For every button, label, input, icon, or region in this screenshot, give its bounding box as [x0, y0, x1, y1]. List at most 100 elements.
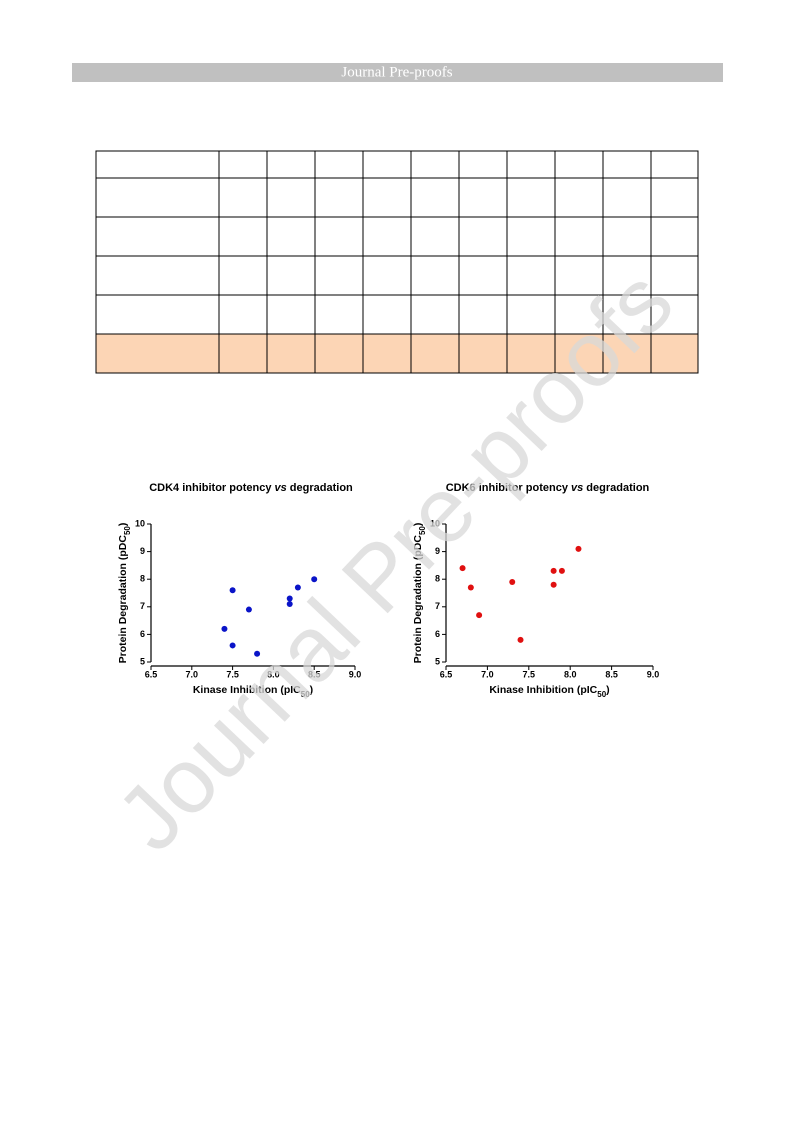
- table-cell: [554, 177, 604, 218]
- data-point: [286, 601, 293, 608]
- chart-title-part: degradation: [287, 482, 353, 494]
- table-cell: [95, 177, 220, 218]
- y-tick-label: 10: [135, 518, 145, 528]
- data-point: [575, 545, 582, 552]
- data-point: [254, 650, 261, 657]
- data-point: [311, 576, 318, 583]
- table-cell: [410, 177, 460, 218]
- table-cell: [602, 150, 652, 179]
- y-tick-label: 7: [435, 601, 440, 611]
- table-cell: [458, 177, 508, 218]
- table-cell: [650, 216, 699, 257]
- data-point: [294, 584, 301, 591]
- table-cell: [650, 333, 699, 374]
- y-tick-label: 8: [140, 574, 145, 584]
- table-cell: [314, 150, 364, 179]
- table-cell: [362, 177, 412, 218]
- table-cell: [266, 216, 316, 257]
- y-tick-label: 9: [140, 546, 145, 556]
- x-axis-label: Kinase Inhibition (pIC50): [489, 684, 609, 699]
- table-highlight-row: [96, 334, 698, 373]
- data-point: [467, 584, 474, 591]
- x-axis-label: Kinase Inhibition (pIC50): [193, 684, 313, 699]
- chart-title: CDK6 inhibitor potency vs degradation: [446, 482, 650, 494]
- chart-title-part: degradation: [583, 482, 649, 494]
- table-cell: [506, 177, 556, 218]
- data-point: [558, 567, 565, 574]
- x-axis-label-part: ): [606, 684, 610, 696]
- data-point: [476, 612, 483, 619]
- y-axis-label-part: 50: [418, 526, 427, 535]
- table-cell: [458, 294, 508, 335]
- y-axis-label-part: ): [412, 523, 424, 527]
- table-cell: [218, 255, 268, 296]
- table-cell: [362, 150, 412, 179]
- table-cell: [362, 294, 412, 335]
- y-axis-label-part: Protein Degradation (pDC: [117, 535, 129, 664]
- table-cell: [362, 255, 412, 296]
- table-cell: [602, 216, 652, 257]
- table-cell: [410, 216, 460, 257]
- table-cell: [266, 150, 316, 179]
- table-cell: [458, 150, 508, 179]
- table-cell: [458, 216, 508, 257]
- data-point: [550, 567, 557, 574]
- table-cell: [266, 177, 316, 218]
- y-tick-label: 10: [430, 518, 440, 528]
- table: [95, 150, 699, 374]
- charts: CDK4 inhibitor potency vs degradation 5 6 7…: [117, 482, 659, 699]
- x-tick-label: 9.0: [349, 669, 362, 679]
- table-cell: [314, 177, 364, 218]
- x-tick-label: 7.5: [523, 669, 536, 679]
- header-title: Journal Pre-proofs: [341, 64, 452, 80]
- x-tick-label: 6.5: [145, 669, 158, 679]
- data-point: [221, 625, 228, 632]
- table-cell: [218, 294, 268, 335]
- y-axis-label: Protein Degradation (pDC50): [117, 523, 132, 664]
- data-point: [509, 578, 516, 585]
- table-cell: [95, 216, 220, 257]
- chart-title-part: vs: [571, 482, 583, 494]
- y-axis-label-part: ): [117, 523, 129, 527]
- table-cell: [506, 216, 556, 257]
- x-axis-label-part: 50: [301, 690, 310, 699]
- scatter-chart: CDK4 inhibitor potency vs degradation 5 6 7…: [117, 482, 361, 699]
- x-tick-label: 8.5: [605, 669, 618, 679]
- y-tick-label: 8: [435, 574, 440, 584]
- y-tick-label: 6: [435, 629, 440, 639]
- x-tick-label: 9.0: [647, 669, 660, 679]
- table-cell: [650, 150, 699, 179]
- table-cell: [266, 294, 316, 335]
- x-axis-label-part: ): [310, 684, 314, 696]
- y-axis-label: Protein Degradation (pDC50): [412, 523, 427, 664]
- table-cell: [266, 255, 316, 296]
- chart-title-part: CDK6 inhibitor potency: [446, 482, 571, 494]
- table-cell: [314, 294, 364, 335]
- table-cell: [218, 177, 268, 218]
- data-point: [459, 565, 466, 572]
- y-tick-label: 6: [140, 629, 145, 639]
- table-cell: [554, 150, 604, 179]
- x-tick-label: 6.5: [440, 669, 453, 679]
- table-cell: [554, 216, 604, 257]
- data-point: [517, 636, 524, 643]
- table-cell: [95, 255, 220, 296]
- chart-title-part: vs: [275, 482, 287, 494]
- table-cell: [458, 255, 508, 296]
- x-tick-label: 7.5: [226, 669, 239, 679]
- table-cell: [218, 150, 268, 179]
- x-tick-label: 8.5: [308, 669, 321, 679]
- data-point: [550, 581, 557, 588]
- table-cell: [650, 177, 699, 218]
- y-tick-label: 9: [435, 546, 440, 556]
- y-axis-label-part: Protein Degradation (pDC: [412, 535, 424, 664]
- table-cell: [218, 216, 268, 257]
- y-tick-label: 7: [140, 601, 145, 611]
- table-cell: [410, 294, 460, 335]
- data-point: [286, 595, 293, 602]
- x-axis-label-part: 50: [597, 690, 606, 699]
- data-point: [245, 606, 252, 613]
- scatter-chart: CDK6 inhibitor potency vs degradation 5 6 7…: [412, 482, 659, 699]
